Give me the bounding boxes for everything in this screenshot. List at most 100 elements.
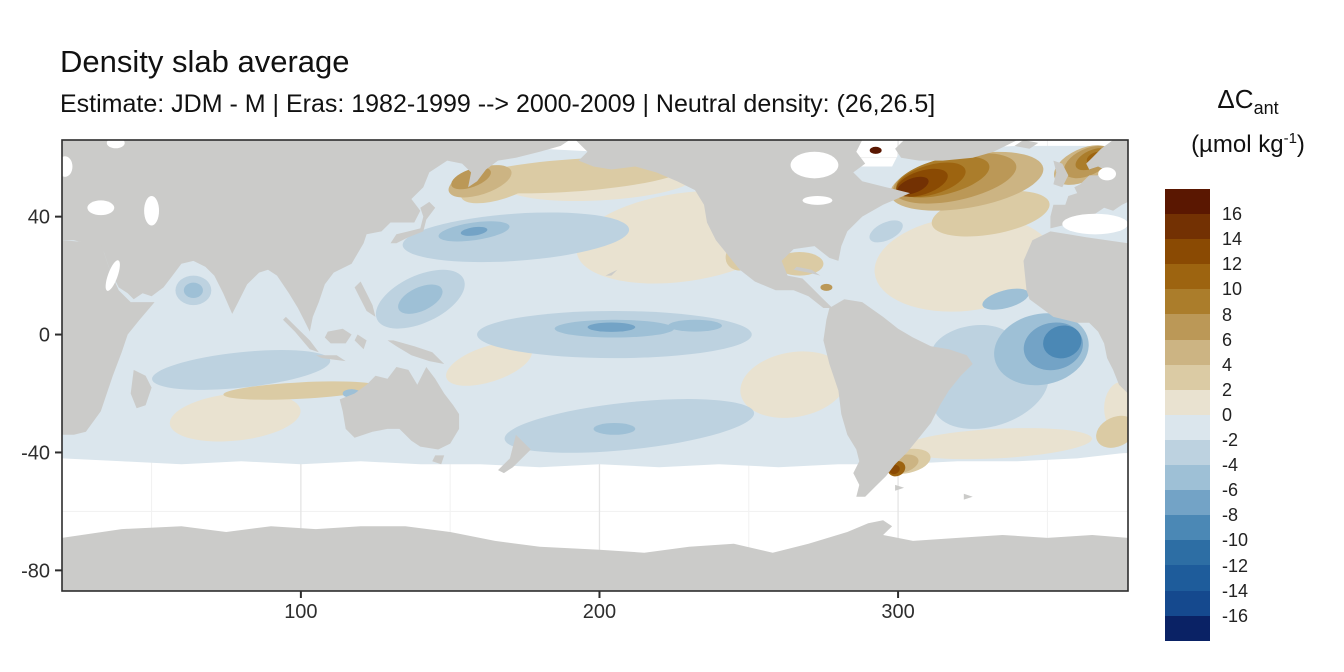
map-layers (62, 140, 1128, 591)
water-baltic-sea (62, 156, 73, 177)
land-eurasia (62, 140, 570, 332)
data-patch (1096, 415, 1128, 448)
data-patch (1043, 325, 1082, 359)
data-patch (874, 215, 1053, 312)
x-tick-label: 200 (583, 601, 616, 623)
water-caspian-sea (144, 196, 160, 226)
x-tick-label: 300 (881, 601, 914, 623)
plot-subtitle: Estimate: JDM - M | Eras: 1982-1999 --> … (60, 90, 936, 118)
data-patch (869, 220, 903, 243)
legend-band-14to16 (1165, 214, 1210, 240)
data-patch (740, 351, 847, 418)
legend-band--16to-14 (1165, 590, 1210, 616)
legend-band-4to6 (1165, 339, 1210, 365)
y-tick-label: 40 (28, 207, 50, 229)
legend-tick-label: 4 (1222, 354, 1233, 375)
water-hudson-bay (790, 151, 839, 179)
legend-tick-label: 10 (1222, 279, 1243, 300)
data-patch (398, 284, 443, 314)
land-layer (62, 140, 1128, 591)
water-black-sea (87, 200, 115, 216)
legend-tick-label: 16 (1222, 204, 1243, 225)
legend-units-suffix: ) (1296, 131, 1305, 158)
legend-tick-label: -14 (1222, 580, 1249, 601)
legend-band-8to10 (1165, 289, 1210, 315)
land-north-america (575, 140, 910, 308)
panel-border (61, 139, 1129, 592)
land-sulawesi (354, 334, 367, 350)
data-patch (668, 319, 722, 332)
water-red-sea (105, 260, 120, 291)
water-white-sea (106, 140, 125, 149)
legend-tick-label: 12 (1222, 254, 1243, 275)
legend-colorbar (1165, 189, 1210, 641)
data-patch (402, 212, 630, 263)
water-great-lakes (802, 196, 833, 205)
land-philippines (354, 281, 376, 317)
data-patch (820, 283, 833, 291)
legend-band-2to4 (1165, 364, 1210, 390)
legend-units-exponent: -1 (1283, 130, 1297, 147)
legend-tick-label: -12 (1222, 555, 1249, 576)
plot-title: Density slab average (60, 44, 350, 79)
land-australia (339, 367, 460, 450)
data-patch (152, 349, 331, 390)
water-north-sea (1098, 167, 1117, 181)
legend-units: (µmol kg-1) (1156, 130, 1340, 159)
data-patch (901, 428, 1093, 460)
legend-tick-label: 2 (1222, 379, 1233, 400)
legend-tick-label: -16 (1222, 605, 1249, 626)
data-patch (982, 288, 1029, 310)
land-japan (390, 201, 436, 244)
data-patch (593, 422, 636, 435)
legend-tick-label: 0 (1222, 404, 1233, 425)
land-south-america (823, 299, 973, 497)
legend-band-6to8 (1165, 314, 1210, 340)
data-patch (169, 392, 301, 442)
legend-band--10to-8 (1165, 515, 1210, 541)
land-west-africa (1023, 231, 1128, 394)
legend-band--8to-6 (1165, 490, 1210, 516)
land-sumatra (283, 316, 319, 353)
land-falkland-islands (895, 484, 905, 491)
land-borneo (324, 328, 352, 344)
land-africa-east (62, 240, 155, 435)
legend-band-<-16 (1165, 615, 1210, 641)
land-south-georgia (963, 493, 973, 500)
land-cuba (793, 266, 821, 276)
land-tasmania (432, 455, 445, 465)
land-java (315, 355, 346, 362)
data-patch (897, 176, 929, 195)
y-tick-label: -40 (21, 442, 50, 464)
legend-title-subscript: ant (1253, 98, 1279, 119)
legend-band->16 (1165, 189, 1210, 215)
data-patch (460, 226, 488, 236)
land-greenland (895, 140, 1018, 161)
land-antarctica (62, 520, 1128, 591)
legend-band-10to12 (1165, 264, 1210, 290)
data-patch (223, 381, 379, 400)
land-madagascar (130, 369, 152, 409)
legend-tick-label: 8 (1222, 304, 1233, 325)
x-tick-label: 100 (284, 601, 317, 623)
land-uk-ireland (1053, 160, 1069, 188)
data-patch (183, 282, 203, 298)
land-hawaii (605, 269, 618, 276)
legend-tick-label: -4 (1222, 455, 1239, 476)
legend-tick-label: 14 (1222, 229, 1243, 250)
legend-band--2to0 (1165, 414, 1210, 440)
water-mediterranean-sea (1062, 213, 1128, 235)
y-tick-label: -80 (21, 560, 50, 582)
data-patch (446, 342, 532, 386)
legend-tick-label: -8 (1222, 505, 1239, 526)
legend-units-prefix: (µmol kg (1191, 131, 1284, 158)
legend-band-12to14 (1165, 239, 1210, 265)
legend-title-symbol: ΔC (1217, 84, 1254, 114)
legend-title: ΔCant (1168, 84, 1328, 119)
legend-band--12to-10 (1165, 540, 1210, 566)
legend-band-0to2 (1165, 389, 1210, 415)
legend-tick-label: -2 (1222, 430, 1239, 450)
y-tick-label: 0 (39, 325, 50, 347)
